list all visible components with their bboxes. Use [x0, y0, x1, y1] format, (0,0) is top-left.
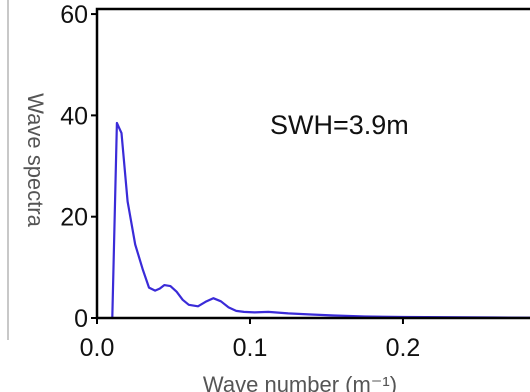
y-tick-label: 20 — [60, 204, 88, 232]
y-tick-label: 40 — [60, 102, 88, 130]
swh-annotation: SWH=3.9m — [270, 110, 409, 140]
left-border-line — [7, 0, 9, 340]
x-tick-label: 0.2 — [386, 334, 421, 362]
y-tick-label: 60 — [60, 1, 88, 29]
plot-frame — [95, 7, 530, 320]
series-layer — [111, 121, 530, 320]
x-axis-label: Wave number (m⁻¹) — [203, 372, 397, 392]
y-axis-label: Wave spectra — [23, 93, 48, 227]
tick-layer: 0.0 0.1 0.2 0 20 40 60 — [60, 1, 420, 362]
x-tick-label: 0.0 — [80, 334, 115, 362]
spectrum-series-line — [111, 121, 530, 320]
y-tick-label: 0 — [74, 305, 88, 333]
x-tick-label: 0.1 — [233, 334, 268, 362]
